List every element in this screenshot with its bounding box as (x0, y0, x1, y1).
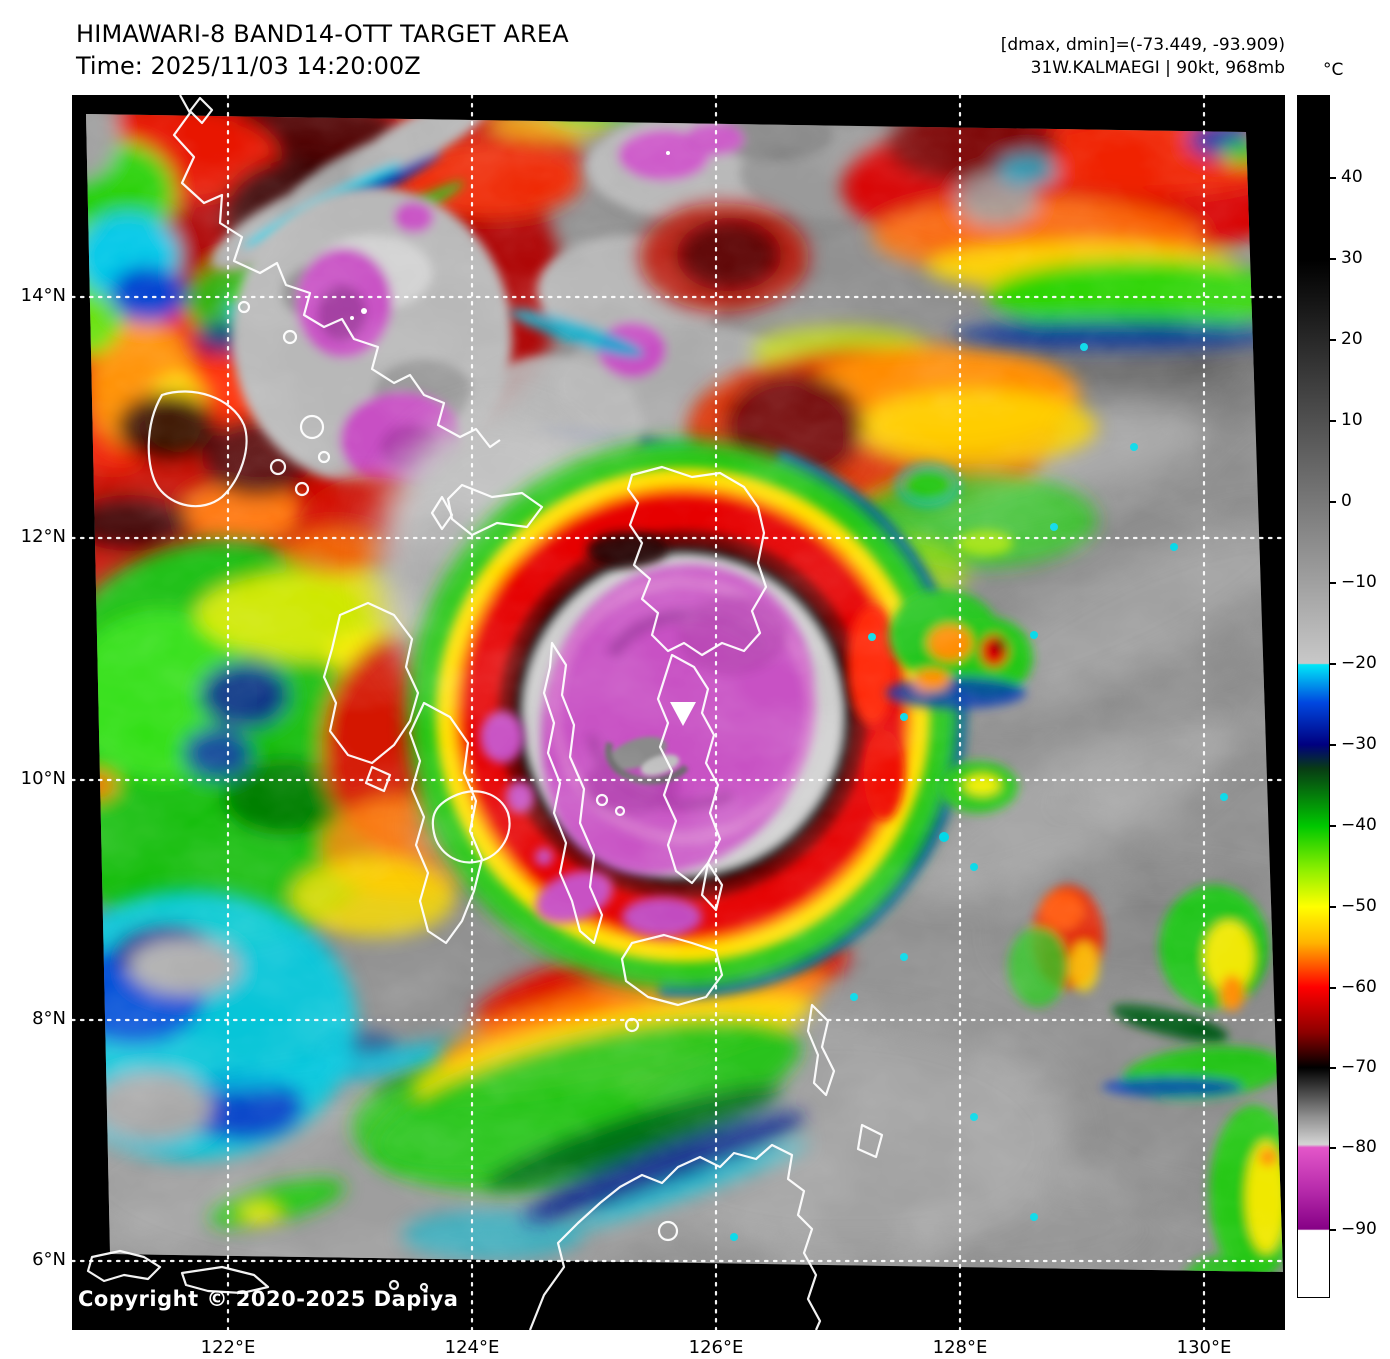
storm-info: 31W.KALMAEGI | 90kt, 968mb (1030, 58, 1285, 78)
colorbar-tick-mark (1330, 582, 1336, 584)
lon-tick-label: 126°E (688, 1337, 744, 1358)
colorbar (1297, 95, 1330, 1298)
colorbar-tick-mark (1330, 1067, 1336, 1069)
lat-tick-label: 6°N (32, 1249, 66, 1270)
lon-tick-label: 130°E (1176, 1337, 1232, 1358)
coastlines (86, 94, 884, 1331)
colorbar-tick-mark (1330, 744, 1336, 746)
colorbar-tick-label: −10 (1341, 572, 1377, 592)
colorbar-tick-mark (1330, 663, 1336, 665)
annotation-block: [dmax, dmin]=(-73.449, -93.909) 31W.KALM… (1001, 34, 1285, 80)
overshoot-dots (350, 151, 670, 320)
lat-tick-label: 14°N (20, 285, 66, 306)
colorbar-unit-label: °C (1323, 60, 1344, 80)
colorbar-tick-label: −90 (1341, 1219, 1377, 1239)
colorbar-tick-mark (1330, 501, 1336, 503)
colorbar-tick-label: 40 (1341, 167, 1363, 187)
colorbar-tick-label: 0 (1341, 491, 1352, 511)
colorbar-tick-mark (1330, 420, 1336, 422)
colorbar-tick-mark (1330, 987, 1336, 989)
lon-tick-label: 128°E (932, 1337, 988, 1358)
colorbar-tick-label: −30 (1341, 734, 1377, 754)
colorbar-tick-label: 10 (1341, 410, 1363, 430)
colorbar-tick-label: 20 (1341, 329, 1363, 349)
lon-tick-label: 124°E (444, 1337, 500, 1358)
colorbar-tick-mark (1330, 177, 1336, 179)
colorbar-tick-mark (1330, 1229, 1336, 1231)
lon-tick-label: 122°E (200, 1337, 256, 1358)
colorbar-tick-mark (1330, 906, 1336, 908)
lat-tick-label: 8°N (32, 1008, 66, 1029)
colorbar-tick-mark (1330, 339, 1336, 341)
colorbar-tick-label: −60 (1341, 977, 1377, 997)
graticule (70, 93, 1287, 1332)
dmax-dmin-readout: [dmax, dmin]=(-73.449, -93.909) (1000, 35, 1285, 55)
satellite-data-swath (86, 114, 1283, 1272)
colorbar-tick-mark (1330, 1147, 1336, 1149)
satellite-map: Copyright © 2020-2025 Dapiya (70, 93, 1287, 1332)
colorbar-tick-label: −20 (1341, 653, 1377, 673)
ir-image (70, 93, 1287, 1332)
time-label: Time: 2025/11/03 14:20:00Z (76, 52, 421, 80)
colorbar-tick-label: 30 (1341, 248, 1363, 268)
colorbar-tick-label: −50 (1341, 896, 1377, 916)
storm-center-marker (670, 702, 696, 726)
colorbar-tick-label: −40 (1341, 815, 1377, 835)
colorbar-tick-label: −80 (1341, 1137, 1377, 1157)
colorbar-tick-mark (1330, 258, 1336, 260)
lat-tick-label: 12°N (20, 526, 66, 547)
page-title: HIMAWARI-8 BAND14-OTT TARGET AREA (76, 20, 569, 48)
colorbar-tick-mark (1330, 825, 1336, 827)
copyright-label: Copyright © 2020-2025 Dapiya (78, 1287, 459, 1311)
colorbar-tick-label: −70 (1341, 1057, 1377, 1077)
lat-tick-label: 10°N (20, 768, 66, 789)
